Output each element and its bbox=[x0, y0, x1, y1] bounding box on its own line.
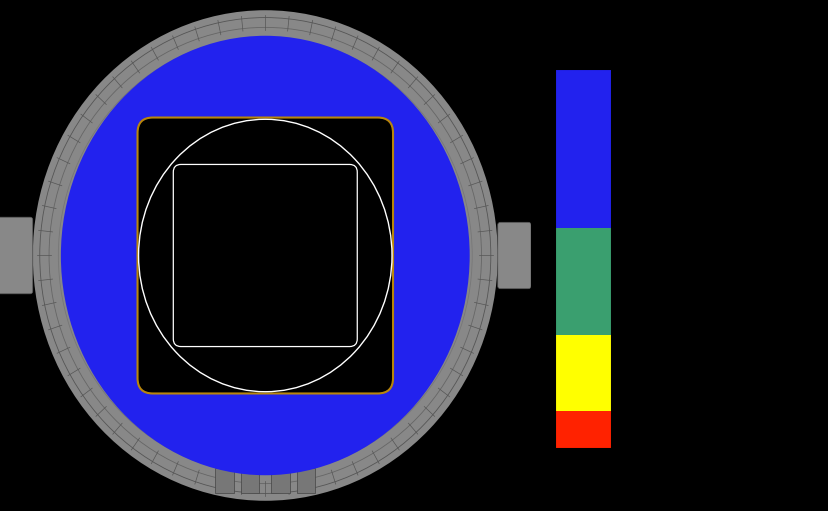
Polygon shape bbox=[166, 164, 248, 240]
Bar bbox=[215, 468, 233, 494]
Polygon shape bbox=[196, 196, 253, 246]
Polygon shape bbox=[288, 261, 327, 314]
Text: QPSK: QPSK bbox=[637, 417, 710, 442]
Polygon shape bbox=[198, 261, 242, 301]
Bar bbox=[271, 468, 290, 494]
Polygon shape bbox=[308, 188, 364, 271]
FancyBboxPatch shape bbox=[0, 217, 33, 294]
Polygon shape bbox=[203, 301, 272, 358]
Polygon shape bbox=[272, 195, 326, 238]
Polygon shape bbox=[161, 192, 222, 285]
Polygon shape bbox=[192, 214, 240, 273]
Bar bbox=[554, 410, 611, 449]
Bar bbox=[554, 335, 611, 410]
Ellipse shape bbox=[60, 36, 469, 475]
Ellipse shape bbox=[65, 44, 465, 467]
Bar bbox=[554, 68, 611, 228]
Bar bbox=[554, 68, 611, 449]
Polygon shape bbox=[301, 263, 357, 342]
Text: 16 QAM: 16 QAM bbox=[637, 361, 739, 385]
Bar bbox=[240, 468, 259, 494]
Circle shape bbox=[292, 334, 299, 341]
FancyBboxPatch shape bbox=[497, 222, 531, 289]
Ellipse shape bbox=[33, 10, 497, 501]
Text: 64 QAM: 64 QAM bbox=[637, 269, 739, 293]
Polygon shape bbox=[291, 210, 334, 264]
Circle shape bbox=[195, 283, 202, 290]
Bar bbox=[296, 468, 315, 494]
Polygon shape bbox=[255, 296, 339, 359]
Text: 256 QAM: 256 QAM bbox=[637, 136, 756, 160]
Polygon shape bbox=[227, 284, 267, 322]
Circle shape bbox=[215, 150, 223, 157]
FancyBboxPatch shape bbox=[137, 118, 392, 393]
Circle shape bbox=[251, 157, 258, 165]
Circle shape bbox=[328, 272, 335, 280]
Bar bbox=[554, 228, 611, 335]
Circle shape bbox=[262, 369, 268, 377]
Circle shape bbox=[305, 132, 312, 139]
Circle shape bbox=[320, 193, 327, 200]
Polygon shape bbox=[166, 263, 229, 329]
Polygon shape bbox=[205, 158, 294, 209]
Polygon shape bbox=[261, 281, 316, 327]
Polygon shape bbox=[228, 193, 282, 225]
Polygon shape bbox=[275, 160, 356, 228]
